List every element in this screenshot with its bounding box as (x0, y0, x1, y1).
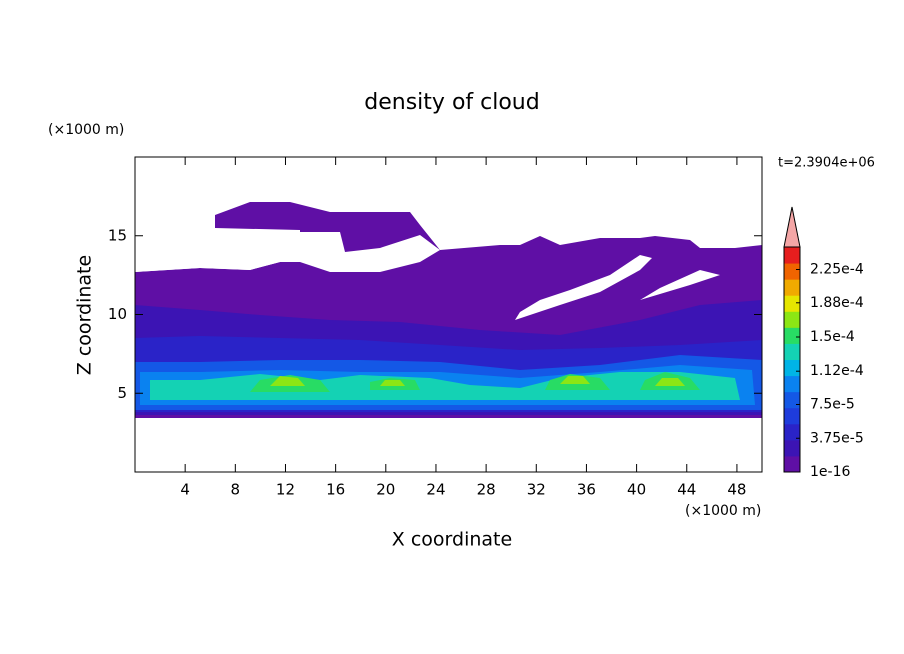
x-tick-label: 36 (577, 481, 596, 499)
colorbar-band (784, 247, 800, 264)
colorbar-band (784, 263, 800, 280)
x-tick-label: 16 (326, 481, 345, 499)
y-unit: (×1000 m) (48, 122, 124, 138)
contour-hole (135, 232, 300, 272)
colorbar-band (784, 279, 800, 296)
x-tick-label: 32 (527, 481, 546, 499)
colorbar-band (784, 407, 800, 425)
colorbar-extend (783, 206, 801, 248)
x-tick-label: 40 (627, 481, 646, 499)
x-tick-label: 8 (231, 481, 241, 499)
time-label: t=2.3904e+06 (778, 156, 875, 171)
x-tick-label: 20 (376, 481, 395, 499)
colorbar-band (784, 455, 800, 473)
colorbar-band (784, 391, 800, 409)
colorbar-label: 1.12e-4 (810, 363, 864, 379)
x-tick-label: 4 (180, 481, 190, 499)
colorbar-label: 3.75e-5 (810, 430, 864, 446)
contour-hole (640, 270, 720, 300)
y-tick-label: 10 (108, 305, 127, 323)
x-tick-label: 44 (677, 481, 696, 499)
contour-hole (515, 255, 652, 320)
colorbar-label: 1e-16 (810, 464, 850, 480)
colorbar-band (784, 359, 800, 377)
colorbar-label: 1.5e-4 (810, 329, 855, 345)
colorbar-band (784, 343, 800, 360)
contour-fill (270, 376, 685, 386)
colorbar-band (784, 375, 800, 393)
x-tick-label: 12 (276, 481, 295, 499)
contour-fill (250, 372, 700, 392)
colorbar-band (784, 311, 800, 328)
x-tick-label: 24 (426, 481, 445, 499)
y-tick-label: 5 (117, 384, 127, 402)
chart-title: density of cloud (364, 90, 539, 115)
contour-hole (300, 232, 440, 272)
colorbar-band (784, 423, 800, 441)
colorbar-band (784, 327, 800, 344)
colorbar-band (784, 295, 800, 312)
y-tick-label: 15 (108, 226, 127, 244)
colorbar-label: 7.5e-5 (810, 397, 855, 413)
x-tick-label: 28 (477, 481, 496, 499)
x-axis-label: X coordinate (392, 529, 512, 551)
colorbar-label: 2.25e-4 (810, 262, 864, 278)
y-axis-label: Z coordinate (74, 255, 96, 375)
x-unit: (×1000 m) (685, 503, 761, 519)
colorbar-label: 1.88e-4 (810, 295, 864, 311)
colorbar-frame (783, 246, 801, 473)
colorbar-band (784, 439, 800, 457)
x-tick-label: 48 (727, 481, 746, 499)
contour-field (135, 202, 762, 418)
